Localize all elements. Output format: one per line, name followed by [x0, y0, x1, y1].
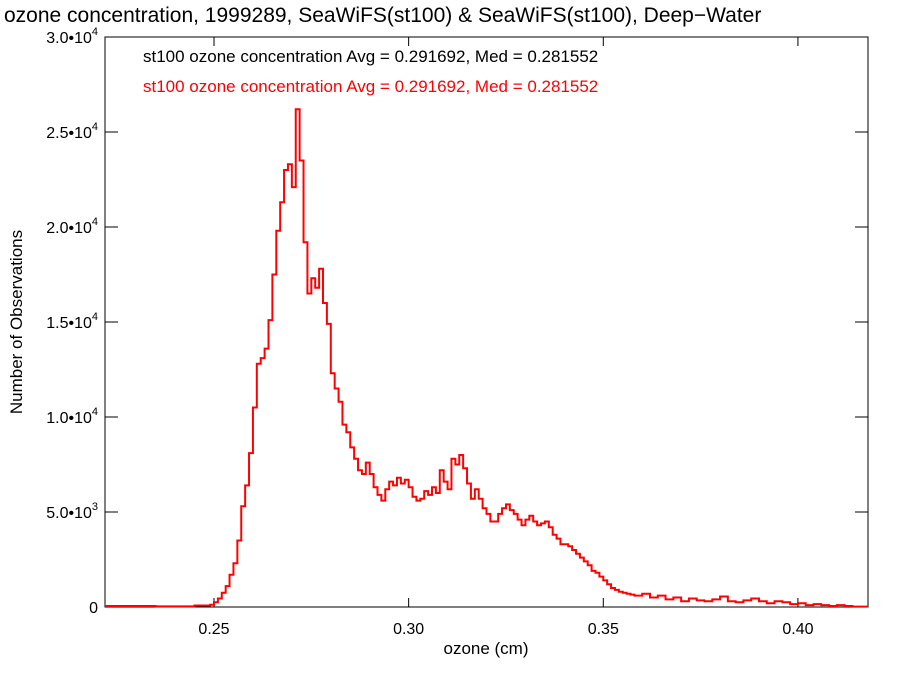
y-axis-label: Number of Observations [7, 230, 26, 414]
chart-title: ozone concentration, 1999289, SeaWiFS(st… [4, 4, 761, 27]
series-group [105, 108, 868, 608]
x-axis: 0.25 0.30 0.35 0.40 [198, 37, 814, 638]
annotation-text: st100 ozone concentration Avg = 0.291692… [143, 47, 598, 66]
y-tick-label: 1.5•104 [46, 311, 98, 332]
x-tick-label: 0.25 [198, 621, 229, 638]
y-tick-label: 5.0•103 [46, 501, 98, 522]
x-tick-label: 0.40 [782, 621, 813, 638]
y-tick-label: 2.5•104 [46, 121, 98, 142]
histogram-line [105, 108, 868, 608]
x-tick-label: 0.35 [588, 621, 619, 638]
y-tick-label: 1.0•104 [46, 406, 98, 427]
plot-frame [104, 36, 869, 608]
x-tick-label: 0.30 [393, 621, 424, 638]
y-tick-label: 3.0•104 [46, 26, 98, 47]
y-axis: 0 5.0•103 1.0•104 1.5•104 2.0•104 2.5•104 3.0•… [46, 26, 868, 617]
legend-annotations: st100 ozone concentration Avg = 0.291692… [143, 47, 598, 96]
y-tick-label: 0 [89, 600, 98, 617]
annotation-text: st100 ozone concentration Avg = 0.291692… [143, 77, 598, 96]
x-axis-label: ozone (cm) [443, 639, 528, 658]
y-tick-label: 2.0•104 [46, 216, 98, 237]
